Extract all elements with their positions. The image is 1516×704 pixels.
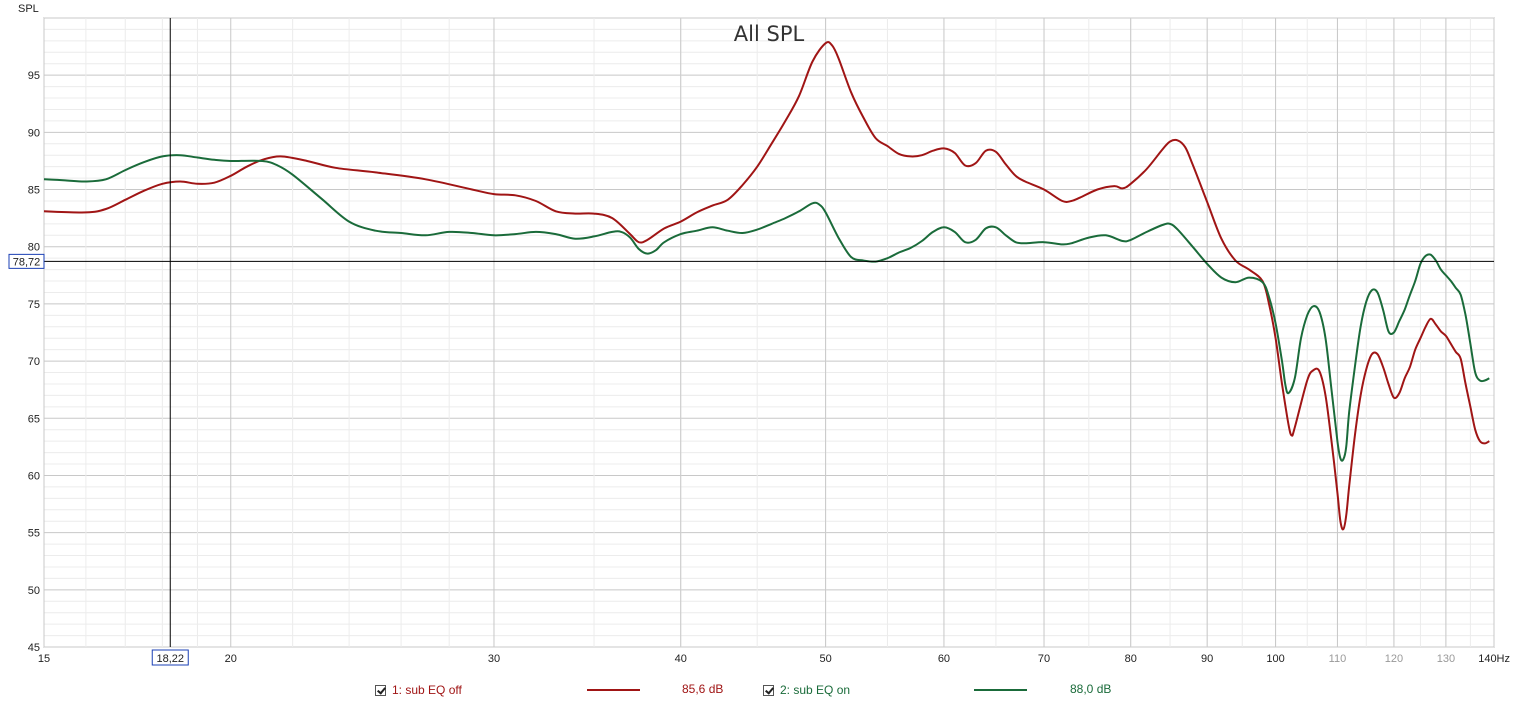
x-tick-label: 110	[1329, 653, 1347, 665]
series-2-checkbox[interactable]	[763, 684, 774, 696]
x-tick-label: 15	[38, 653, 50, 665]
y-tick-label: 45	[28, 642, 40, 654]
series-2-swatch	[974, 689, 1027, 691]
y-tick-label: 70	[28, 356, 40, 368]
y-axis-label: SPL	[18, 3, 39, 15]
legend-item-series-1[interactable]: 1: sub EQ off	[375, 681, 462, 699]
x-tick-label: 40	[675, 653, 687, 665]
x-tick-label: 130	[1437, 653, 1455, 665]
series-1-value: 85,6 dB	[682, 682, 724, 696]
x-tick-label: 20	[225, 653, 237, 665]
legend-item-series-2[interactable]: 2: sub EQ on	[763, 681, 850, 699]
cursor-x-readout: 18,22	[156, 653, 184, 665]
y-tick-label: 90	[28, 127, 40, 139]
x-tick-label: 140Hz	[1478, 653, 1510, 665]
x-tick-label: 100	[1266, 653, 1284, 665]
plot-frame	[43, 17, 1495, 648]
series-1-name: 1: sub EQ off	[392, 683, 462, 697]
y-tick-label: 75	[28, 299, 40, 311]
y-tick-labels: 45 50 55 60 65 70 75 80 85 90 95	[28, 70, 40, 654]
cursor-y-readout: 78,72	[13, 256, 41, 268]
series-line-2	[43, 154, 1490, 462]
y-tick-label: 95	[28, 70, 40, 82]
x-tick-label: 60	[938, 653, 950, 665]
y-tick-label: 55	[28, 528, 40, 540]
x-tick-label: 30	[488, 653, 500, 665]
cursor[interactable]: 78,72 18,22	[8, 18, 1494, 666]
series-lines	[43, 41, 1490, 531]
cursor-x-readout-box	[151, 649, 189, 666]
x-tick-label: 90	[1201, 653, 1213, 665]
series-1-checkbox[interactable]	[375, 684, 386, 696]
x-tick-labels: 15 20 30 40 50 60 70 80 90 100 110 120 130 140Hz	[38, 653, 1510, 665]
series-line-1	[43, 41, 1490, 531]
y-tick-label: 60	[28, 470, 40, 482]
y-tick-label: 50	[28, 585, 40, 597]
y-tick-label: 80	[28, 242, 40, 254]
grid	[43, 17, 1495, 648]
series-2-name: 2: sub EQ on	[780, 683, 851, 697]
x-tick-label: 120	[1385, 653, 1403, 665]
x-tick-label: 50	[819, 653, 831, 665]
x-tick-label: 70	[1038, 653, 1050, 665]
y-tick-label: 85	[28, 185, 40, 197]
y-tick-label: 65	[28, 413, 40, 425]
chart-title: All SPL	[734, 22, 805, 46]
series-1-swatch	[587, 689, 640, 691]
cursor-y-readout-box	[8, 253, 45, 269]
x-tick-label: 80	[1125, 653, 1137, 665]
series-2-value: 88,0 dB	[1070, 682, 1112, 696]
